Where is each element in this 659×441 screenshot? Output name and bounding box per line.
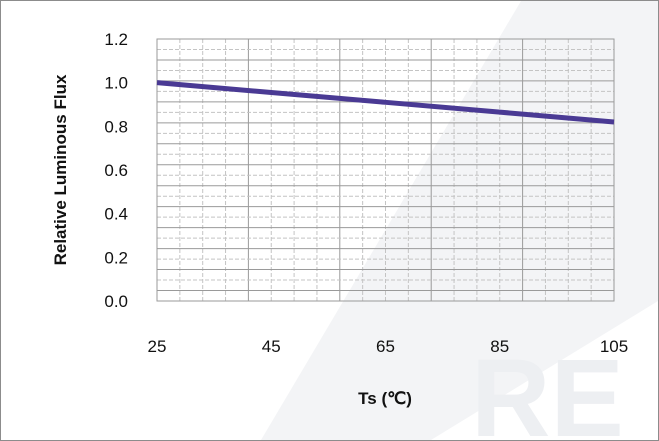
- svg-text:RE: RE: [471, 337, 624, 440]
- x-tick-label: 65: [376, 337, 395, 356]
- y-axis-title: Relative Luminous Flux: [51, 74, 70, 265]
- y-tick-label: 0.8: [104, 117, 128, 136]
- y-tick-label: 0.2: [104, 248, 128, 267]
- x-tick-label: 25: [148, 337, 167, 356]
- x-tick-label: 45: [262, 337, 281, 356]
- data-series: [156, 80, 615, 125]
- x-axis-title: Ts (℃): [358, 389, 412, 408]
- y-tick-label: 1.2: [104, 30, 128, 49]
- plot-grid: [157, 39, 614, 301]
- y-tick-label: 0.6: [104, 161, 128, 180]
- x-tick-label: 105: [600, 337, 628, 356]
- y-tick-label: 0.4: [104, 205, 128, 224]
- y-tick-label: 0.0: [104, 292, 128, 311]
- x-tick-label: 85: [490, 337, 509, 356]
- plot-area-border: [156, 38, 615, 302]
- y-axis-ticks: 0.0 0.2 0.4 0.6 0.8 1.0 1.2: [104, 30, 128, 311]
- y-tick-label: 1.0: [104, 74, 128, 93]
- x-axis-ticks: 25 45 65 85 105: [148, 337, 629, 356]
